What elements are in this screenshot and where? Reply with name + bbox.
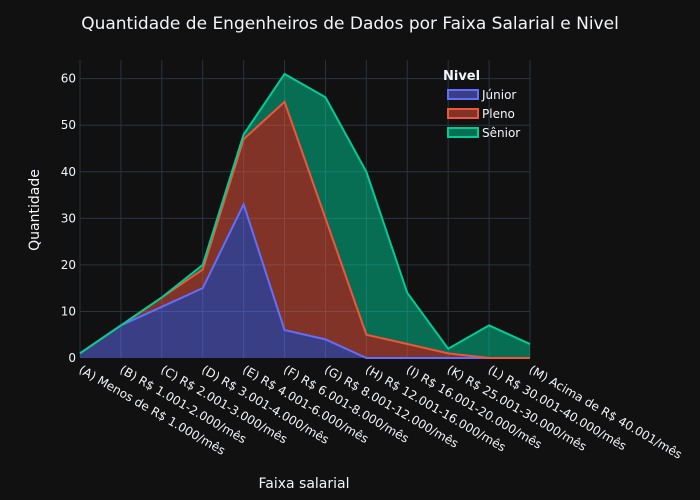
- y-tick-label: 10: [61, 304, 76, 318]
- legend-label-sênior[interactable]: Sênior: [482, 126, 520, 140]
- area-pleno: [80, 101, 530, 358]
- legend: Nivel Júnior Pleno Sênior: [443, 69, 520, 140]
- y-axis-title: Quantidade: [27, 169, 43, 251]
- chart-title: Quantidade de Engenheiros de Dados por F…: [81, 14, 619, 34]
- area-júnior: [80, 204, 530, 358]
- legend-swatch-pleno[interactable]: [447, 108, 479, 119]
- x-axis-title: Faixa salarial: [258, 476, 349, 492]
- y-tick-label: 30: [61, 211, 76, 225]
- area-sênior: [80, 73, 530, 358]
- legend-swatch-sênior[interactable]: [447, 127, 479, 138]
- legend-label-pleno[interactable]: Pleno: [482, 107, 515, 121]
- y-tick-label: 60: [61, 72, 76, 86]
- series-lines: [79, 72, 531, 359]
- x-tick-label: (M) Acima de R$ 40.001/mês: [527, 362, 685, 461]
- y-tick-label: 20: [61, 258, 76, 272]
- x-axis-ticks: (A) Menos de R$ 1.000/mês(B) R$ 1.001-2.…: [77, 362, 685, 461]
- y-tick-label: 40: [61, 165, 76, 179]
- legend-title: Nivel: [443, 69, 480, 84]
- line-sênior: [79, 72, 531, 355]
- y-tick-label: 0: [68, 351, 76, 365]
- line-júnior: [79, 201, 530, 359]
- y-axis-ticks: 0 10 20 30 40 50 60: [61, 72, 76, 365]
- legend-label-júnior[interactable]: Júnior: [481, 88, 516, 102]
- legend-swatch-júnior[interactable]: [447, 89, 479, 100]
- y-tick-label: 50: [61, 118, 76, 132]
- series-areas: [80, 73, 530, 358]
